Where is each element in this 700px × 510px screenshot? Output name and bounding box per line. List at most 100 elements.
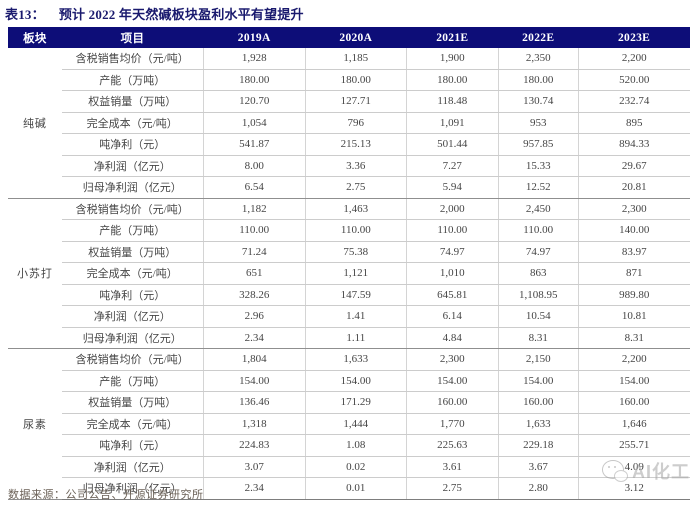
profit-forecast-table: 板块 项目 2019A 2020A 2021E 2022E 2023E 纯碱 含税… [8, 27, 690, 500]
value-cell: 110.00 [405, 219, 499, 242]
value-cell: 1.41 [304, 305, 407, 328]
row-label: 产能（万吨） [61, 370, 204, 392]
column-header-2019a: 2019A [203, 27, 306, 48]
table-row: 完全成本（元/吨） 1,318 1,444 1,770 1,633 1,646 [8, 413, 690, 435]
value-cell: 1.11 [304, 327, 407, 349]
data-source-note: 数据来源：公司公告、开源证券研究所 [8, 486, 204, 502]
value-cell: 2,000 [405, 198, 499, 220]
value-cell: 953 [497, 112, 579, 134]
value-cell: 2,150 [497, 348, 579, 371]
sector-cell: 尿素 [8, 348, 62, 500]
value-cell: 1,633 [304, 348, 407, 371]
row-label: 完全成本（元/吨） [61, 112, 204, 134]
value-cell: 2,300 [405, 348, 499, 371]
value-cell: 2,350 [497, 48, 579, 70]
row-label: 权益销量（万吨） [61, 241, 204, 263]
value-cell: 8.00 [202, 155, 306, 177]
table-row: 产能（万吨） 180.00 180.00 180.00 180.00 520.00 [8, 69, 690, 91]
row-label: 吨净利（元） [61, 284, 204, 306]
row-label: 权益销量（万吨） [61, 391, 204, 414]
table-row: 归母净利润（亿元） 6.54 2.75 5.94 12.52 20.81 [8, 176, 690, 199]
value-cell: 2,450 [497, 198, 579, 220]
table-row: 净利润（亿元） 2.96 1.41 6.14 10.54 10.81 [8, 305, 690, 328]
table-row: 尿素 含税销售均价（元/吨） 1,804 1,633 2,300 2,150 2,200 [8, 348, 690, 500]
row-label: 完全成本（元/吨） [61, 413, 204, 435]
value-cell: 1,185 [304, 48, 407, 70]
value-cell: 1,444 [304, 413, 407, 435]
value-cell: 8.31 [577, 327, 690, 349]
value-cell: 147.59 [304, 284, 407, 306]
value-cell: 1,928 [202, 48, 306, 70]
value-cell: 2.80 [497, 477, 579, 500]
value-cell: 520.00 [577, 69, 690, 91]
table-row: 权益销量（万吨） 120.70 127.71 118.48 130.74 232.74 [8, 90, 690, 113]
value-cell: 1,900 [405, 48, 499, 70]
value-cell: 255.71 [577, 434, 690, 457]
value-cell: 0.02 [304, 456, 407, 478]
value-cell: 160.00 [577, 391, 690, 414]
table-title-text: 预计 2022 年天然碱板块盈利水平有望提升 [58, 7, 304, 22]
value-cell: 154.00 [497, 370, 579, 392]
row-label: 含税销售均价（元/吨） [61, 198, 204, 220]
column-header-sector: 板块 [8, 27, 62, 48]
value-cell: 7.27 [405, 155, 499, 177]
value-cell: 328.26 [202, 284, 306, 306]
value-cell: 180.00 [304, 69, 407, 91]
table-title: 表13： 预计 2022 年天然碱板块盈利水平有望提升 [5, 4, 304, 23]
data-source-label: 数据来源： [8, 489, 66, 501]
value-cell: 2.34 [202, 477, 306, 500]
value-cell: 1.08 [304, 434, 407, 457]
value-cell: 171.29 [304, 391, 407, 414]
value-cell: 0.01 [304, 477, 407, 500]
row-label: 含税销售均价（元/吨） [61, 48, 204, 70]
value-cell: 29.67 [577, 155, 690, 177]
value-cell: 224.83 [202, 434, 306, 457]
value-cell: 6.14 [405, 305, 499, 328]
value-cell: 1,770 [405, 413, 499, 435]
value-cell: 1,804 [202, 348, 306, 371]
value-cell: 796 [304, 112, 407, 134]
value-cell: 229.18 [497, 434, 579, 457]
table-row: 纯碱 含税销售均价（元/吨） 1,928 1,185 1,900 2,350 2,200 [8, 48, 690, 199]
value-cell: 6.54 [202, 176, 306, 199]
value-cell: 1,091 [405, 112, 499, 134]
value-cell: 180.00 [202, 69, 306, 91]
value-cell: 541.87 [202, 133, 306, 156]
value-cell: 160.00 [405, 391, 499, 414]
value-cell: 2,200 [577, 348, 690, 371]
value-cell: 2.75 [405, 477, 499, 500]
value-cell: 130.74 [497, 90, 579, 113]
value-cell: 1,121 [304, 262, 407, 285]
row-label: 归母净利润（亿元） [61, 477, 204, 500]
value-cell: 10.54 [497, 305, 579, 328]
value-cell: 180.00 [497, 69, 579, 91]
table-row: 吨净利（元） 224.83 1.08 225.63 229.18 255.71 [8, 434, 690, 457]
table-row: 归母净利润（亿元） 2.34 0.01 2.75 2.80 3.12 [8, 477, 690, 500]
value-cell: 110.00 [497, 219, 579, 242]
row-label: 归母净利润（亿元） [61, 176, 204, 199]
value-cell: 74.97 [497, 241, 579, 263]
table-row: 净利润（亿元） 3.07 0.02 3.61 3.67 4.09 [8, 456, 690, 478]
value-cell: 895 [577, 112, 690, 134]
value-cell: 3.67 [497, 456, 579, 478]
value-cell: 140.00 [577, 219, 690, 242]
row-label: 净利润（亿元） [61, 305, 204, 328]
value-cell: 225.63 [405, 434, 499, 457]
value-cell: 232.74 [577, 90, 690, 113]
value-cell: 75.38 [304, 241, 407, 263]
value-cell: 83.97 [577, 241, 690, 263]
row-label: 净利润（亿元） [61, 155, 204, 177]
value-cell: 1,182 [202, 198, 306, 220]
value-cell: 1,633 [497, 413, 579, 435]
table-row: 产能（万吨） 110.00 110.00 110.00 110.00 140.00 [8, 219, 690, 242]
value-cell: 651 [202, 262, 306, 285]
table-header-row: 板块 项目 2019A 2020A 2021E 2022E 2023E [8, 27, 690, 48]
value-cell: 3.61 [405, 456, 499, 478]
table-row: 完全成本（元/吨） 651 1,121 1,010 863 871 [8, 262, 690, 285]
table-row: 小苏打 含税销售均价（元/吨） 1,182 1,463 2,000 2,450 2,300 [8, 198, 690, 349]
value-cell: 3.07 [202, 456, 306, 478]
table-row: 净利润（亿元） 8.00 3.36 7.27 15.33 29.67 [8, 155, 690, 177]
row-label: 产能（万吨） [61, 219, 204, 242]
value-cell: 71.24 [202, 241, 306, 263]
